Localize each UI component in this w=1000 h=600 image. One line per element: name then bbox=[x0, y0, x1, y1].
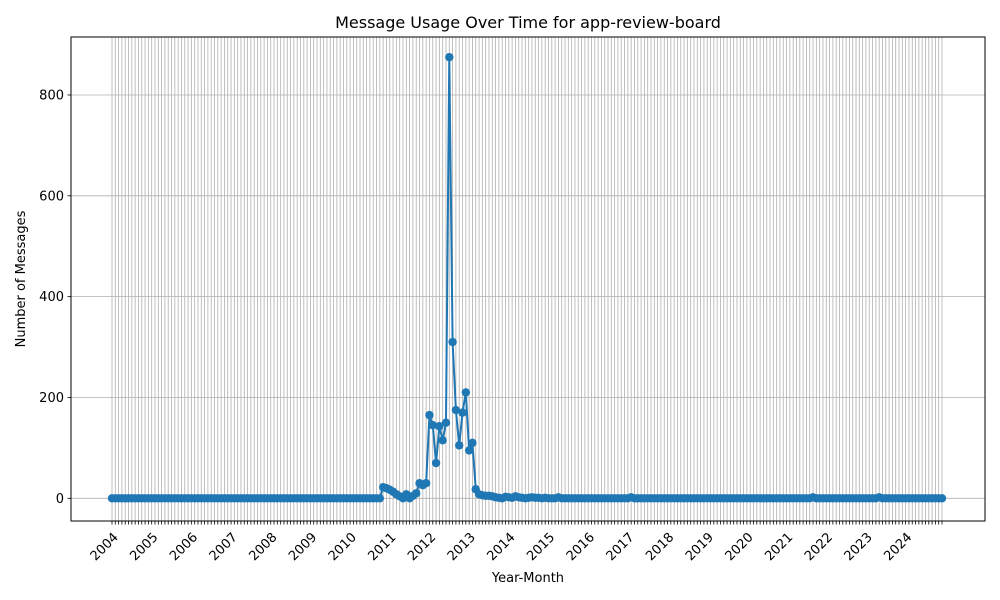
data-point bbox=[937, 494, 947, 503]
y-axis-label: Number of Messages bbox=[14, 210, 29, 347]
data-point bbox=[435, 422, 444, 431]
data-point bbox=[428, 421, 437, 430]
data-point bbox=[412, 489, 421, 498]
data-point bbox=[445, 52, 454, 62]
plot-frame bbox=[70, 36, 986, 522]
data-point bbox=[421, 478, 431, 488]
y-tick-label: 400 bbox=[39, 290, 64, 305]
data-point bbox=[438, 436, 447, 445]
y-tick-label: 0 bbox=[56, 492, 64, 507]
data-point bbox=[455, 441, 464, 450]
data-point bbox=[431, 458, 441, 468]
y-axis: 0 200 400 600 800 bbox=[39, 88, 71, 507]
y-tick-label: 800 bbox=[39, 88, 64, 103]
data-point bbox=[451, 405, 461, 415]
data-point bbox=[441, 418, 451, 427]
data-point bbox=[464, 446, 474, 455]
data-point bbox=[375, 494, 385, 503]
x-axis-label: Year-Month bbox=[491, 571, 564, 586]
data-point bbox=[461, 388, 471, 397]
data-point bbox=[468, 438, 477, 448]
grid bbox=[71, 37, 985, 521]
data-point bbox=[458, 408, 467, 417]
y-tick-label: 200 bbox=[39, 391, 64, 406]
data-point-layer bbox=[107, 52, 947, 503]
data-point bbox=[425, 410, 434, 420]
chart-title: Message Usage Over Time for app-review-b… bbox=[335, 13, 721, 32]
y-tick-label: 600 bbox=[39, 189, 64, 204]
data-point bbox=[448, 337, 457, 347]
